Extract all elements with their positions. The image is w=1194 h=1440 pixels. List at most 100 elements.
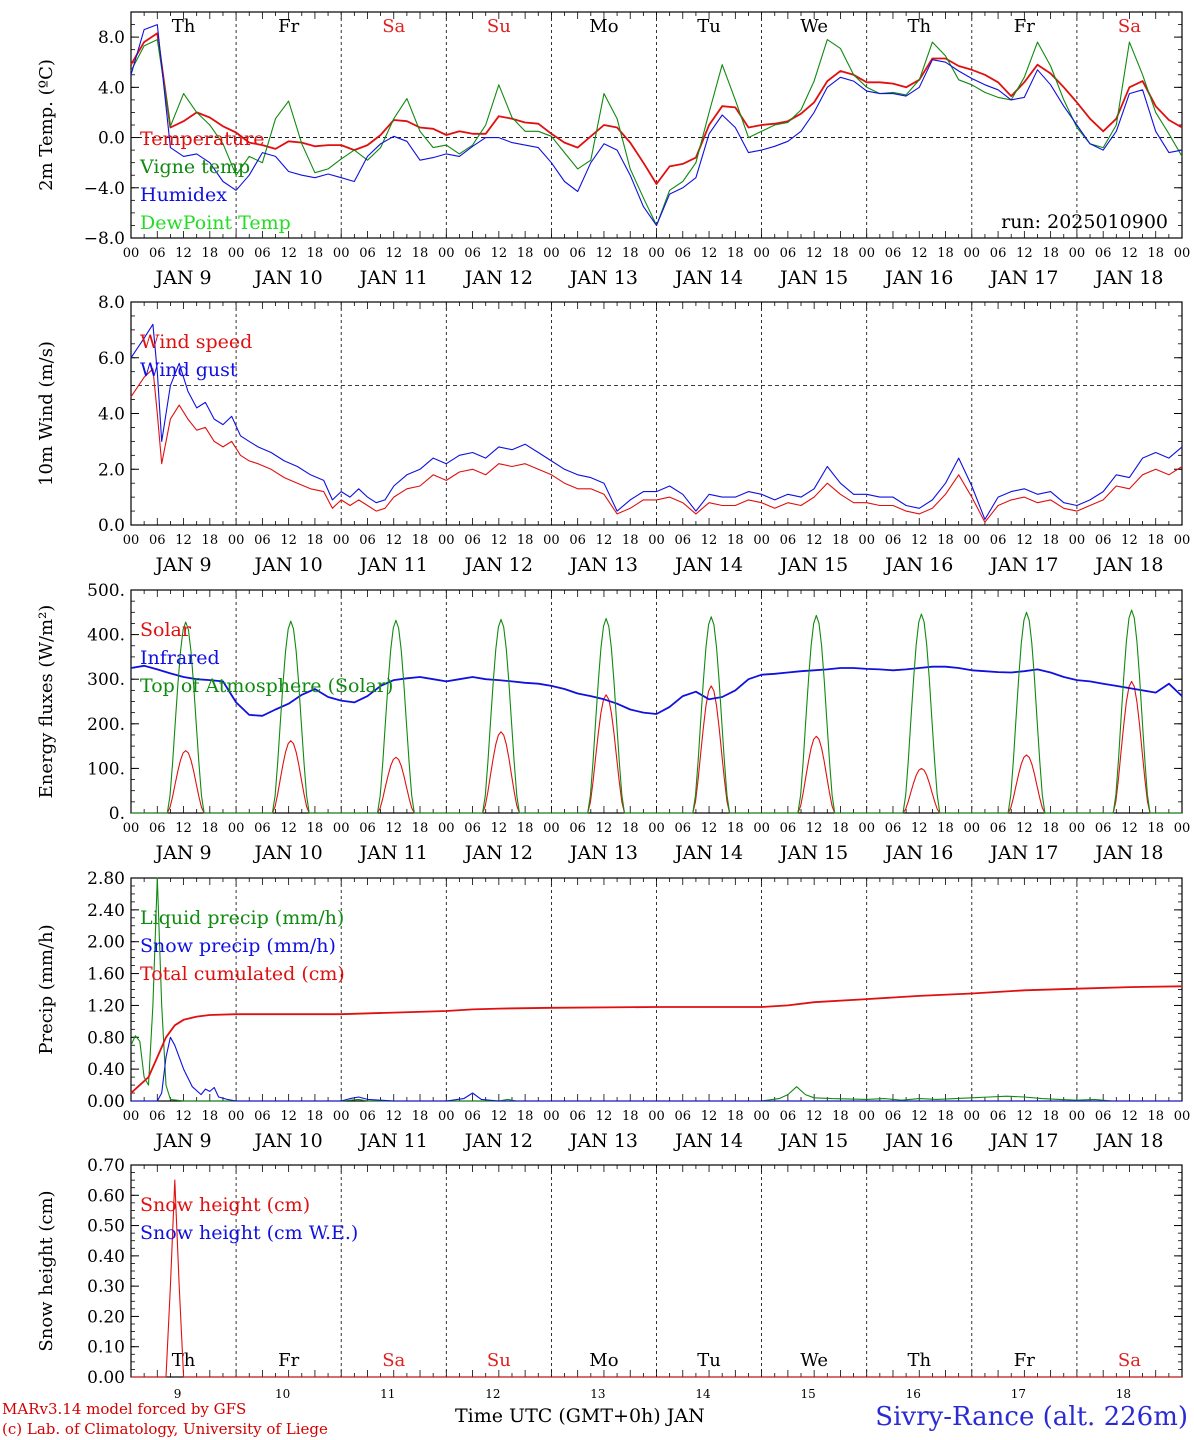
hour-tick-label: 06: [569, 1109, 586, 1124]
day-number-label: 17: [1011, 1387, 1026, 1401]
date-label: JAN 11: [358, 554, 428, 576]
hour-tick-label: 00: [438, 821, 455, 836]
hour-tick-label: 12: [280, 821, 297, 836]
hour-tick-label: 18: [622, 821, 639, 836]
date-label: JAN 14: [673, 554, 743, 576]
y-tick-label: 1.20: [87, 996, 125, 1016]
hour-tick-label: 12: [911, 246, 928, 261]
hour-tick-label: 00: [1174, 1109, 1191, 1124]
hour-tick-label: 18: [517, 533, 534, 548]
date-label: JAN 12: [463, 842, 533, 864]
weekday-label: Sa: [382, 1350, 405, 1371]
panel-3: 500. 400. 300. 200. 100. 0. Energy fluxes (W/m…: [36, 581, 1190, 864]
hour-tick-label: 06: [1095, 533, 1112, 548]
hour-tick-label: 18: [307, 1109, 324, 1124]
hour-tick-label: 18: [412, 821, 429, 836]
day-number-label: 14: [695, 1387, 711, 1401]
y-tick-label: 8.0: [98, 28, 125, 48]
hour-tick-label: 18: [202, 533, 219, 548]
hour-tick-label: 00: [648, 1109, 665, 1124]
y-tick-label: 0.30: [87, 1277, 125, 1297]
hour-tick-label: 00: [228, 1109, 245, 1124]
hour-tick-label: 00: [333, 1109, 350, 1124]
hour-tick-label: 06: [675, 246, 692, 261]
legend-entry: Snow precip (mm/h): [140, 935, 336, 957]
y-tick-label: 0.0: [98, 516, 125, 536]
hour-tick-label: 00: [228, 533, 245, 548]
hour-tick-label: 06: [990, 821, 1007, 836]
hour-tick-label: 12: [175, 1109, 192, 1124]
date-label: JAN 16: [883, 1130, 953, 1152]
weekday-label: Th: [907, 1350, 931, 1371]
hour-tick-label: 00: [1069, 821, 1086, 836]
legend-entry: Top of Atmosphere (Solar): [140, 675, 393, 697]
hour-tick-label: 18: [727, 533, 744, 548]
weekday-label: Sa: [382, 16, 405, 37]
hour-tick-label: 00: [333, 821, 350, 836]
weekday-label: Th: [172, 1350, 196, 1371]
day-number-label: 15: [801, 1387, 816, 1401]
hour-tick-label: 00: [123, 533, 140, 548]
hour-tick-label: 18: [1147, 246, 1164, 261]
hour-tick-label: 06: [464, 533, 481, 548]
date-label: JAN 11: [358, 267, 428, 289]
hour-tick-label: 00: [964, 533, 981, 548]
plot-frame: [130, 589, 1183, 814]
y-tick-label: 200.: [87, 715, 125, 735]
legend-entry: Wind speed: [140, 331, 252, 353]
hour-tick-label: 12: [701, 246, 718, 261]
hour-tick-label: 06: [780, 1109, 797, 1124]
run-annotation: run: 2025010900: [1001, 211, 1168, 233]
hour-tick-label: 18: [937, 1109, 954, 1124]
hour-tick-label: 00: [123, 821, 140, 836]
hour-tick-label: 06: [464, 246, 481, 261]
hour-tick-label: 00: [858, 533, 875, 548]
hour-tick-label: 18: [622, 246, 639, 261]
y-tick-label: 0.60: [87, 1186, 125, 1206]
y-tick-label: 0.70: [87, 1156, 125, 1176]
hour-tick-label: 06: [675, 1109, 692, 1124]
hour-tick-label: 18: [727, 246, 744, 261]
hour-tick-label: 06: [675, 821, 692, 836]
hour-tick-label: 12: [385, 246, 402, 261]
hour-tick-label: 18: [832, 533, 849, 548]
y-tick-label: 2.80: [87, 869, 125, 889]
hour-tick-label: 12: [701, 821, 718, 836]
hour-tick-label: 06: [149, 821, 166, 836]
day-number-label: 10: [275, 1387, 290, 1401]
date-label: JAN 13: [568, 1130, 638, 1152]
hour-tick-label: 06: [149, 246, 166, 261]
day-number-label: 18: [1116, 1387, 1131, 1401]
hour-tick-label: 00: [858, 246, 875, 261]
hour-tick-label: 06: [675, 533, 692, 548]
legend-entry: Infrared: [140, 647, 220, 669]
hour-tick-label: 00: [228, 246, 245, 261]
hour-tick-label: 12: [806, 533, 823, 548]
hour-tick-label: 00: [753, 246, 770, 261]
date-label: JAN 9: [154, 554, 212, 576]
y-tick-label: 100.: [87, 759, 125, 779]
date-label: JAN 15: [778, 554, 848, 576]
series-line: [130, 32, 1183, 185]
date-label: JAN 16: [883, 554, 953, 576]
date-label: JAN 9: [154, 267, 212, 289]
date-label: JAN 13: [568, 842, 638, 864]
series-line: [130, 24, 1183, 226]
legend-entry: Vigne temp: [139, 156, 250, 178]
series-line: [130, 877, 1182, 1102]
date-label: JAN 17: [988, 267, 1058, 289]
y-tick-label: 0.00: [87, 1092, 125, 1112]
hour-tick-label: 18: [1042, 821, 1059, 836]
hour-tick-label: 00: [858, 1109, 875, 1124]
hour-tick-label: 18: [307, 533, 324, 548]
y-tick-label: 1.60: [87, 965, 125, 985]
hour-tick-label: 06: [569, 246, 586, 261]
y-tick-label: 4.0: [98, 405, 125, 425]
hour-tick-label: 06: [1095, 821, 1112, 836]
y-axis-label: Energy fluxes (W/m²): [36, 605, 57, 799]
weekday-label: We: [800, 1350, 828, 1371]
hour-tick-label: 12: [280, 246, 297, 261]
hour-tick-label: 12: [280, 533, 297, 548]
panel-4: 2.80 2.40 2.00 1.60 1.20 0.80 0.40 0.00 Precip (…: [36, 869, 1190, 1152]
